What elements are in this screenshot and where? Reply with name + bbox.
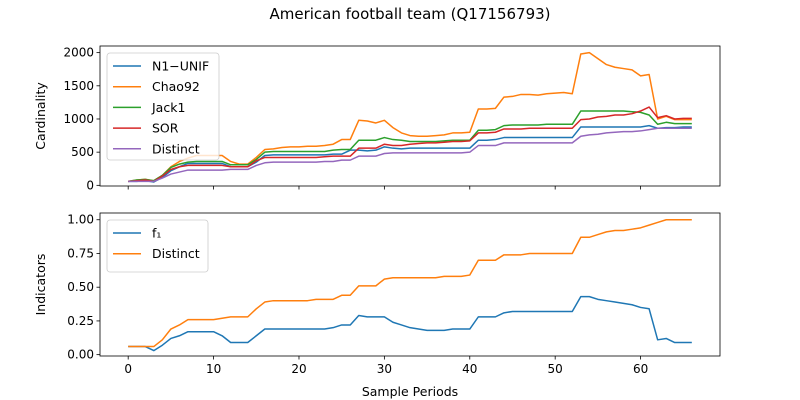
legend-label: N1−UNIF [152, 59, 209, 74]
y-tick-label: 0.00 [67, 348, 94, 362]
x-tick-label: 60 [633, 362, 648, 376]
series-line-2-1 [128, 295, 692, 352]
axes-frame-2 [99, 212, 721, 357]
y-tick-label: 2000 [63, 46, 94, 60]
y-tick-label: 1500 [63, 79, 94, 93]
legend-label: Distinct [152, 246, 200, 261]
x-tick-label: 20 [291, 362, 306, 376]
y-axis-label: Cardinality [33, 82, 48, 150]
axes-frame-1 [99, 45, 721, 187]
legend-label: SOR [152, 121, 179, 136]
y-axis-label: Indicators [33, 254, 48, 316]
legend-box [106, 52, 220, 161]
series-line-1-5 [128, 127, 692, 183]
y-tick-label: 0.50 [67, 280, 94, 294]
y-tick-label: 0.75 [67, 246, 94, 260]
y-tick-label: 0 [86, 178, 94, 192]
legend-1: N1−UNIF Chao92 Jack1 SOR Distinct [106, 52, 220, 161]
y-tick-label: 1000 [63, 112, 94, 126]
subplot-2: 0 10 20 30 40 50 60 0.00 0.25 0.50 0.75 1.00 Indicat… [33, 212, 721, 376]
series-line-1-1 [128, 124, 692, 183]
series-line-1-2 [128, 51, 692, 183]
legend-label: f₁ [152, 226, 161, 241]
x-tick-label: 50 [548, 362, 563, 376]
subplots: 0500100015002000CardinalityN1−UNIFChao92… [33, 45, 721, 376]
series-line-1-4 [128, 106, 692, 183]
series-line-1-3 [128, 110, 692, 183]
legend-label: Jack1 [151, 100, 185, 115]
y-tick-label: 1.00 [67, 213, 94, 227]
series-line-2-2 [128, 219, 692, 348]
subplot-1: 0 500 1000 1500 2000 Cardinality N1−UNIF Chao92… [33, 45, 721, 192]
x-tick-label: 0 [124, 362, 132, 376]
figure-title: American football team (Q17156793) [269, 5, 550, 23]
legend-2: f₁ Distinct [106, 219, 209, 273]
y-tick-label: 0.25 [67, 314, 94, 328]
x-tick-label: 10 [206, 362, 221, 376]
legend-label: Distinct [152, 141, 200, 156]
y-tick-label: 500 [71, 145, 94, 159]
x-axis-label: Sample Periods [362, 384, 458, 399]
x-tick-label: 40 [462, 362, 477, 376]
legend-label: Chao92 [152, 79, 200, 94]
x-tick-label: 30 [377, 362, 392, 376]
